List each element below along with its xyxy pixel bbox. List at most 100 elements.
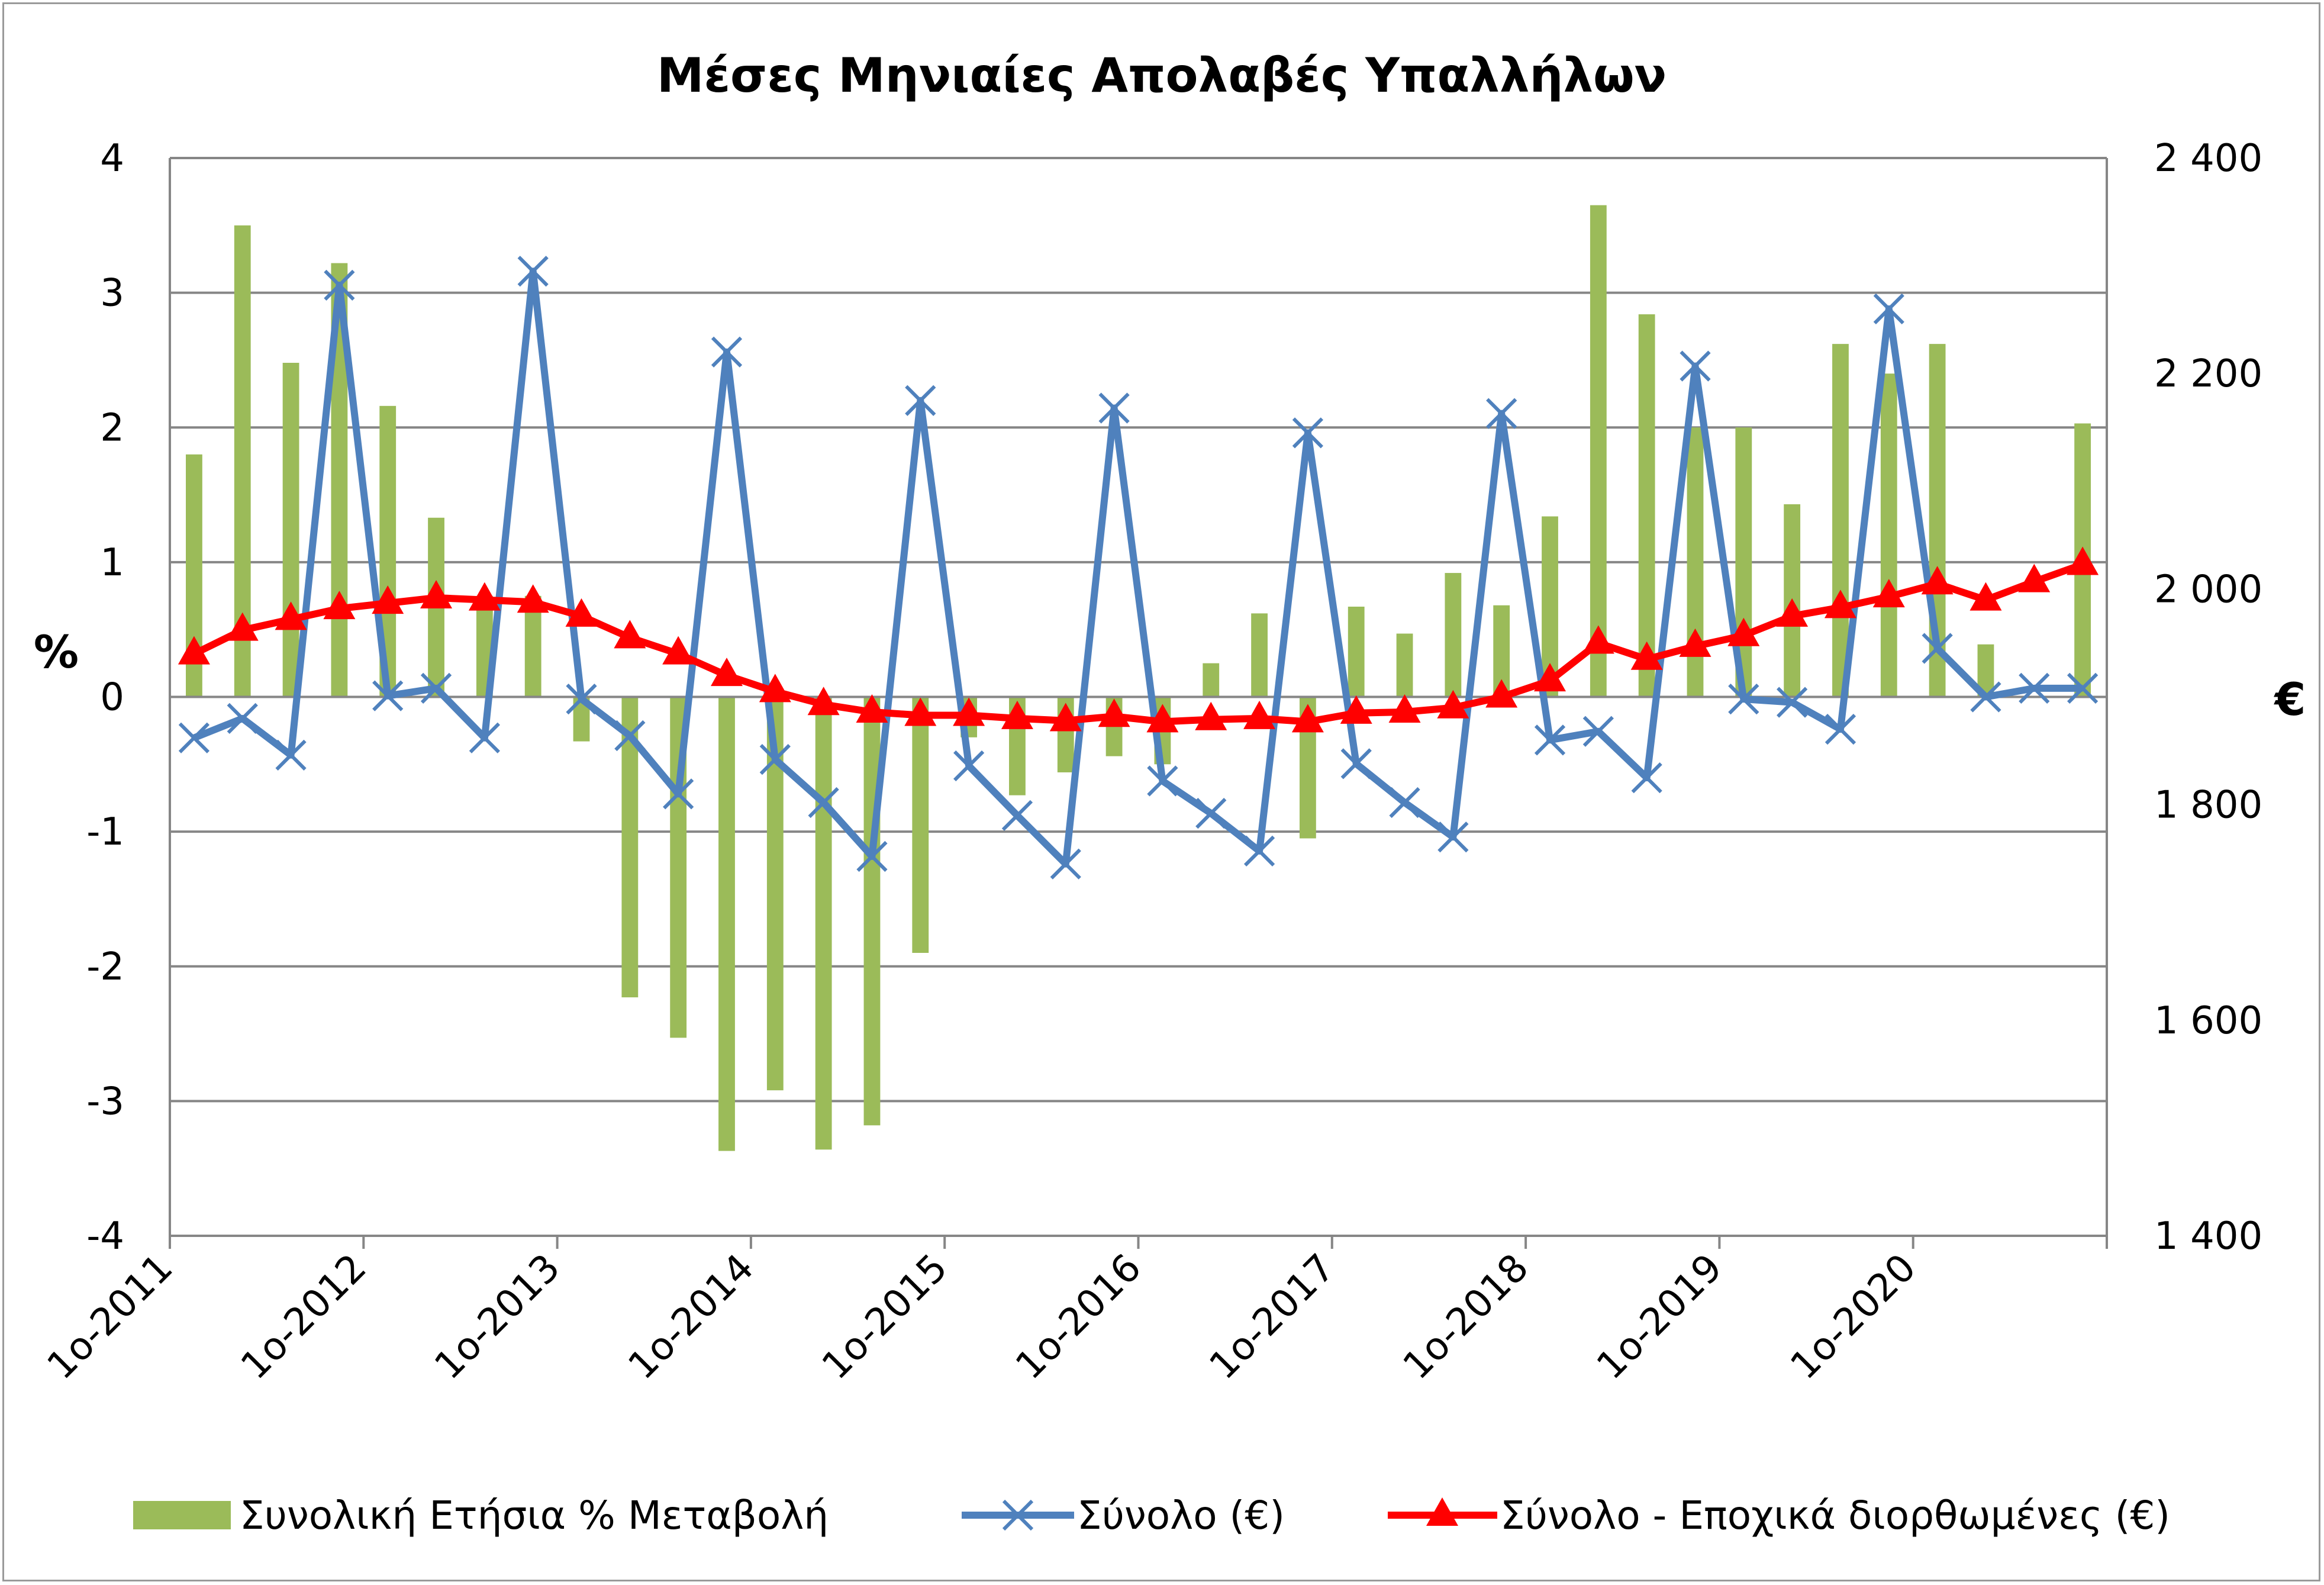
bar bbox=[1445, 573, 1462, 697]
chart-title: Μέσες Μηνιαίες Απολαβές Υπαλλήλων bbox=[657, 48, 1667, 103]
y-right-tick-label: 1 400 bbox=[2154, 1214, 2262, 1258]
marker-x-stroke bbox=[275, 739, 307, 771]
marker-triangle bbox=[1195, 701, 1227, 730]
marker-triangle bbox=[1970, 582, 2002, 611]
bar bbox=[1203, 663, 1220, 697]
legend-marker-triangle bbox=[1426, 1497, 1458, 1526]
y-right-tick-label: 2 000 bbox=[2154, 568, 2262, 611]
bar bbox=[863, 697, 881, 1126]
marker-triangle bbox=[323, 591, 356, 620]
marker-x-stroke bbox=[711, 336, 743, 368]
marker-x-stroke bbox=[808, 787, 839, 819]
y-left-tick-label: -2 bbox=[86, 945, 124, 989]
marker-x bbox=[469, 722, 500, 753]
y-left-tick-label: 0 bbox=[100, 676, 124, 720]
marker-x-stroke bbox=[1582, 716, 1614, 747]
x-tick-label: 1ο-2014 bbox=[620, 1246, 762, 1388]
marker-triangle bbox=[1340, 695, 1372, 724]
x-tick-label: 1ο-2011 bbox=[39, 1246, 181, 1388]
legend: Συνολική Ετήσια % Μεταβολή Σύνολο (€) Σύνο… bbox=[133, 1493, 2170, 1538]
left-axis-unit: % bbox=[34, 626, 79, 678]
marker-x bbox=[1050, 848, 1081, 880]
marker-x bbox=[856, 840, 888, 872]
marker-triangle bbox=[759, 674, 791, 703]
bar-series bbox=[186, 205, 2091, 1151]
marker-triangle bbox=[1679, 628, 1711, 657]
legend-swatch-bar bbox=[133, 1501, 231, 1529]
marker-x bbox=[1147, 765, 1178, 797]
x-tick-label: 1ο-2016 bbox=[1008, 1246, 1150, 1388]
bar bbox=[282, 362, 299, 697]
marker-triangle bbox=[1291, 704, 1324, 733]
marker-x bbox=[178, 722, 210, 753]
marker-triangle bbox=[517, 584, 549, 613]
y-right-tick-label: 2 400 bbox=[2154, 137, 2262, 181]
bar bbox=[1396, 633, 1413, 697]
marker-x bbox=[1728, 684, 1759, 715]
x-tick-label: 1ο-2015 bbox=[814, 1246, 956, 1388]
marker-x-stroke bbox=[614, 720, 646, 752]
marker-x-stroke bbox=[178, 722, 210, 753]
marker-x bbox=[517, 256, 549, 287]
marker-x-stroke bbox=[905, 385, 936, 416]
marker-x-stroke bbox=[227, 703, 258, 734]
marker-x-stroke bbox=[1437, 822, 1469, 853]
y-left-tick-label: 3 bbox=[100, 272, 124, 315]
marker-x-stroke bbox=[2019, 672, 2050, 704]
tick-labels: 4 3 2 1 0 -1 -2 -3 -4 2 400 2 200 2 000 1 800 1 600 1 … bbox=[39, 137, 2262, 1388]
marker-triangle bbox=[1098, 698, 1130, 727]
marker-x bbox=[1922, 633, 1953, 664]
marker-x bbox=[808, 787, 839, 819]
marker-x bbox=[711, 336, 743, 368]
x-tick-label: 1ο-2012 bbox=[233, 1246, 375, 1388]
marker-triangle bbox=[1534, 663, 1566, 692]
marker-triangle bbox=[468, 582, 501, 611]
bar bbox=[1251, 613, 1268, 697]
line-seasonally-adjusted bbox=[192, 560, 2084, 726]
marker-x-stroke bbox=[1147, 765, 1178, 797]
y-right-tick-label: 1 800 bbox=[2154, 784, 2262, 827]
bar bbox=[1348, 606, 1365, 697]
marker-x-stroke bbox=[1001, 800, 1033, 831]
bar bbox=[718, 697, 735, 1151]
marker-triangle bbox=[2067, 546, 2099, 575]
legend-marker-x bbox=[1002, 1499, 1034, 1531]
marker-triangle bbox=[1727, 617, 1760, 646]
marker-x bbox=[275, 739, 307, 771]
marker-x bbox=[905, 385, 936, 416]
marker-triangle bbox=[372, 585, 404, 614]
marker-triangle bbox=[614, 620, 646, 649]
marker-x-stroke bbox=[324, 269, 355, 301]
marker-triangle bbox=[1582, 625, 1614, 654]
marker-x-stroke bbox=[2067, 672, 2099, 704]
axes bbox=[169, 158, 2108, 1249]
marker-x bbox=[614, 720, 646, 752]
marker-triangle bbox=[2018, 563, 2051, 592]
marker-triangle bbox=[1388, 694, 1421, 723]
marker-x-stroke bbox=[1292, 417, 1324, 449]
x-tick-label: 1ο-2020 bbox=[1783, 1246, 1925, 1388]
y-left-tick-label: -4 bbox=[86, 1214, 124, 1258]
marker-x bbox=[1631, 762, 1662, 794]
marker-x bbox=[953, 750, 985, 782]
marker-x bbox=[1486, 398, 1517, 429]
x-tick-label: 1ο-2017 bbox=[1201, 1246, 1343, 1388]
marker-x bbox=[1001, 800, 1033, 831]
bar bbox=[912, 697, 929, 953]
marker-x-stroke bbox=[1728, 684, 1759, 715]
y-left-tick-label: 4 bbox=[100, 137, 124, 181]
marker-triangle bbox=[1776, 598, 1809, 627]
bar bbox=[1832, 344, 1849, 697]
marker-triangle bbox=[710, 658, 743, 687]
marker-triangle bbox=[807, 687, 840, 716]
marker-triangle bbox=[1243, 700, 1276, 729]
marker-triangle bbox=[226, 612, 259, 641]
legend-label-bar: Συνολική Ετήσια % Μεταβολή bbox=[240, 1493, 829, 1538]
marker-x bbox=[1437, 822, 1469, 853]
marker-x bbox=[372, 680, 404, 711]
bar bbox=[1638, 314, 1655, 697]
marker-x-stroke bbox=[372, 680, 404, 711]
marker-x-stroke bbox=[420, 672, 452, 704]
